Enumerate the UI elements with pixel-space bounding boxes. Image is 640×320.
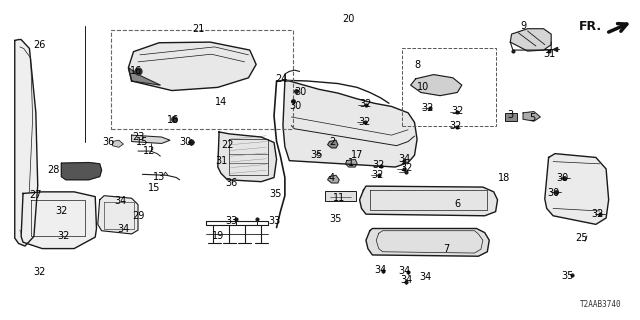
- Text: 13: 13: [153, 172, 165, 181]
- Text: 19: 19: [212, 231, 224, 242]
- Text: 20: 20: [342, 14, 355, 24]
- Polygon shape: [129, 68, 161, 85]
- Text: 10: 10: [417, 82, 429, 92]
- Text: 24: 24: [275, 74, 288, 84]
- Text: 30: 30: [180, 137, 192, 147]
- Text: 29: 29: [132, 211, 144, 221]
- Text: 31: 31: [544, 49, 556, 59]
- Bar: [402, 48, 496, 125]
- Text: 9: 9: [520, 20, 526, 30]
- Text: 35: 35: [561, 271, 574, 281]
- Text: 32: 32: [451, 106, 463, 116]
- Text: 33: 33: [268, 216, 280, 226]
- Bar: [505, 113, 516, 121]
- Text: 30: 30: [294, 87, 307, 98]
- Polygon shape: [113, 140, 124, 147]
- Text: 32: 32: [372, 160, 385, 170]
- Text: 16: 16: [130, 66, 142, 76]
- Text: 34: 34: [398, 266, 410, 276]
- Text: 34: 34: [419, 272, 431, 282]
- Polygon shape: [346, 159, 357, 167]
- Text: 32: 32: [371, 170, 383, 180]
- Text: 21: 21: [193, 24, 205, 34]
- Text: 27: 27: [29, 190, 42, 200]
- Polygon shape: [15, 40, 38, 246]
- Polygon shape: [129, 42, 256, 91]
- Text: 25: 25: [575, 233, 588, 243]
- Polygon shape: [98, 196, 138, 234]
- Text: 14: 14: [215, 97, 227, 107]
- Text: 7: 7: [444, 244, 449, 253]
- Text: 34: 34: [115, 196, 127, 206]
- Text: 8: 8: [414, 60, 420, 70]
- Text: 32: 32: [449, 121, 461, 131]
- Polygon shape: [411, 75, 462, 96]
- Text: 3: 3: [508, 110, 513, 120]
- Text: 35: 35: [330, 214, 342, 224]
- Text: 30: 30: [557, 172, 569, 182]
- Text: 34: 34: [398, 154, 410, 164]
- Bar: [325, 191, 356, 201]
- Polygon shape: [328, 140, 338, 148]
- Text: 32: 32: [400, 163, 412, 173]
- Polygon shape: [21, 192, 97, 249]
- Text: 32: 32: [591, 209, 604, 219]
- Polygon shape: [545, 154, 609, 224]
- Polygon shape: [132, 135, 170, 143]
- Text: 15: 15: [148, 183, 160, 193]
- Text: 34: 34: [374, 265, 387, 275]
- Text: 36: 36: [102, 137, 114, 147]
- Text: 5: 5: [529, 113, 535, 123]
- Text: 15: 15: [136, 137, 148, 147]
- Text: 12: 12: [143, 146, 155, 156]
- Text: 18: 18: [498, 173, 510, 183]
- Polygon shape: [366, 228, 489, 256]
- Text: 32: 32: [358, 117, 371, 127]
- Text: 16: 16: [167, 115, 179, 125]
- Text: 32: 32: [55, 206, 68, 216]
- Text: 22: 22: [221, 140, 234, 150]
- Text: 32: 32: [421, 103, 433, 113]
- Text: 35: 35: [269, 189, 282, 199]
- Polygon shape: [523, 112, 540, 121]
- Polygon shape: [360, 186, 497, 216]
- Text: 6: 6: [454, 199, 460, 209]
- Text: 32: 32: [57, 231, 70, 241]
- Text: 30: 30: [547, 188, 559, 198]
- Text: 4: 4: [328, 172, 335, 182]
- Text: 1: 1: [348, 157, 354, 168]
- Text: 35: 35: [310, 150, 323, 160]
- Text: 28: 28: [47, 164, 60, 174]
- Bar: [111, 30, 292, 129]
- Polygon shape: [328, 175, 339, 183]
- Text: 31: 31: [215, 156, 227, 166]
- Text: 36: 36: [226, 178, 238, 188]
- Text: 32: 32: [360, 99, 372, 109]
- Text: 11: 11: [333, 193, 346, 203]
- Text: 33: 33: [226, 216, 238, 226]
- Text: FR.: FR.: [579, 20, 602, 33]
- Text: 2: 2: [330, 137, 336, 147]
- Polygon shape: [283, 81, 417, 167]
- Text: 32: 32: [33, 267, 45, 277]
- Polygon shape: [510, 29, 551, 51]
- Text: 30: 30: [290, 101, 302, 111]
- Text: 26: 26: [33, 40, 45, 50]
- Text: 34: 34: [400, 276, 412, 285]
- Text: 23: 23: [132, 132, 144, 142]
- Polygon shape: [61, 163, 102, 180]
- Text: 34: 34: [117, 223, 129, 234]
- Polygon shape: [218, 132, 276, 182]
- Text: 17: 17: [351, 150, 364, 160]
- Text: T2AAB3740: T2AAB3740: [580, 300, 621, 309]
